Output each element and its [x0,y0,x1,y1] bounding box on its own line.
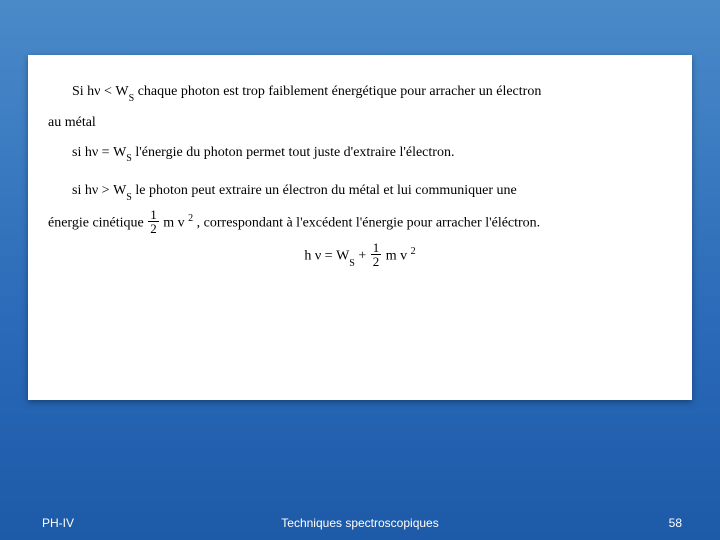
footer: PH-IV Techniques spectroscopiques 58 [0,506,720,530]
text: le photon peut extraire un électron du m… [132,183,517,198]
text: l'énergie du photon permet tout juste d'… [132,145,455,160]
text: m v [160,216,188,231]
superscript: 2 [411,246,416,257]
paragraph-case3-cont: énergie cinétique 12 m v 2 , corresponda… [48,210,672,237]
fraction-num: 1 [371,241,382,255]
footer-page-number: 58 [669,516,682,530]
fraction: 12 [371,241,382,268]
text: Si hν < W [72,84,129,99]
text: énergie cinétique [48,216,147,231]
text: + [355,249,370,264]
paragraph-case2: si hν = WS l'énergie du photon permet to… [48,141,672,166]
paragraph-case3: si hν > WS le photon peut extraire un él… [48,179,672,204]
paragraph-case1: Si hν < WS chaque photon est trop faible… [48,80,672,105]
subscript: S [129,93,135,104]
spacer [48,171,672,179]
text: chaque photon est trop faiblement énergé… [134,84,541,99]
text: h ν = W [304,249,349,264]
footer-center: Techniques spectroscopiques [0,516,720,530]
fraction-num: 1 [148,208,159,222]
text: au métal [48,115,96,130]
subscript: S [126,192,132,203]
slide: Si hν < WS chaque photon est trop faible… [0,0,720,540]
fraction: 12 [148,208,159,235]
fraction-den: 2 [148,222,159,235]
paragraph-case1-cont: au métal [48,111,672,135]
content-box: Si hν < WS chaque photon est trop faible… [28,55,692,400]
text: m v [382,249,410,264]
subscript: S [126,153,132,164]
text: si hν > W [72,183,126,198]
text: , correspondant à l'excédent l'énergie p… [193,216,540,231]
equation-center: h ν = WS + 12 m v 2 [48,243,672,270]
text: si hν = W [72,145,126,160]
subscript: S [349,258,355,269]
fraction-den: 2 [371,255,382,268]
